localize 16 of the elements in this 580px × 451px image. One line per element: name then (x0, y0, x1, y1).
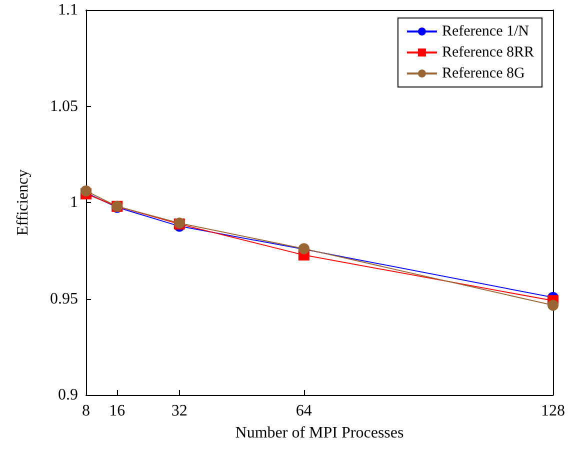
y-tick-label: 1.1 (58, 2, 78, 18)
legend-label: Reference 1/N (442, 24, 530, 40)
x-tick-label: 8 (82, 402, 90, 420)
x-tick-label: 16 (109, 402, 126, 420)
x-tick-label: 64 (296, 402, 312, 420)
x-axis-title: Number of MPI Processes (235, 424, 404, 442)
y-axis-title: Efficiency (14, 169, 32, 236)
y-tick-label: 1 (70, 194, 78, 211)
y-tick-label: 0.9 (58, 386, 78, 404)
y-tick-label: 0.95 (50, 290, 78, 308)
y-tick-label: 1.05 (50, 98, 78, 115)
legend-label: Reference 8RR (442, 44, 534, 60)
point (548, 300, 558, 311)
legend-label: Reference 8G (442, 66, 525, 82)
x-tick-label: 128 (541, 402, 565, 420)
x-tick-label: 32 (171, 402, 188, 420)
